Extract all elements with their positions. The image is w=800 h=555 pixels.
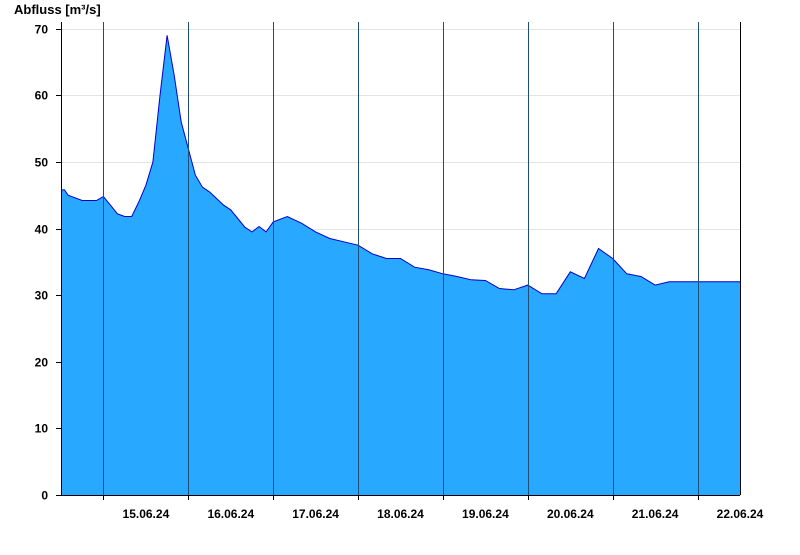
axes-layer [61,22,741,496]
y-tick-label-5: 50 [35,156,49,170]
discharge-line-0 [61,35,740,295]
area-layer [61,35,740,496]
x-tick-label-6: 21.06.24 [632,507,679,521]
x-tick-label-5: 20.06.24 [547,507,594,521]
discharge-area-0 [61,35,740,496]
y-tick-label-3: 30 [35,289,49,303]
x-tick-label-0: 15.06.24 [123,507,170,521]
y-tick-label-0: 0 [41,489,48,503]
y-tick-label-4: 40 [35,223,49,237]
x-tick-label-7: 22.06.24 [717,507,764,521]
y-tick-label-6: 60 [35,89,49,103]
day-separator-layer [103,22,699,495]
x-tick-label-1: 16.06.24 [207,507,254,521]
y-tick-label-2: 20 [35,356,49,370]
y-axis-label: Abfluss [m³/s] [14,2,101,17]
x-tick-label-4: 19.06.24 [462,507,509,521]
x-tick-label-3: 18.06.24 [377,507,424,521]
x-tick-label-2: 17.06.24 [292,507,339,521]
y-tick-label-7: 70 [35,23,49,37]
ticks-layer: 15.06.24 16.06.24 17.06.24 18.06.24 19.06.24… [35,23,764,522]
y-tick-label-1: 10 [35,422,49,436]
